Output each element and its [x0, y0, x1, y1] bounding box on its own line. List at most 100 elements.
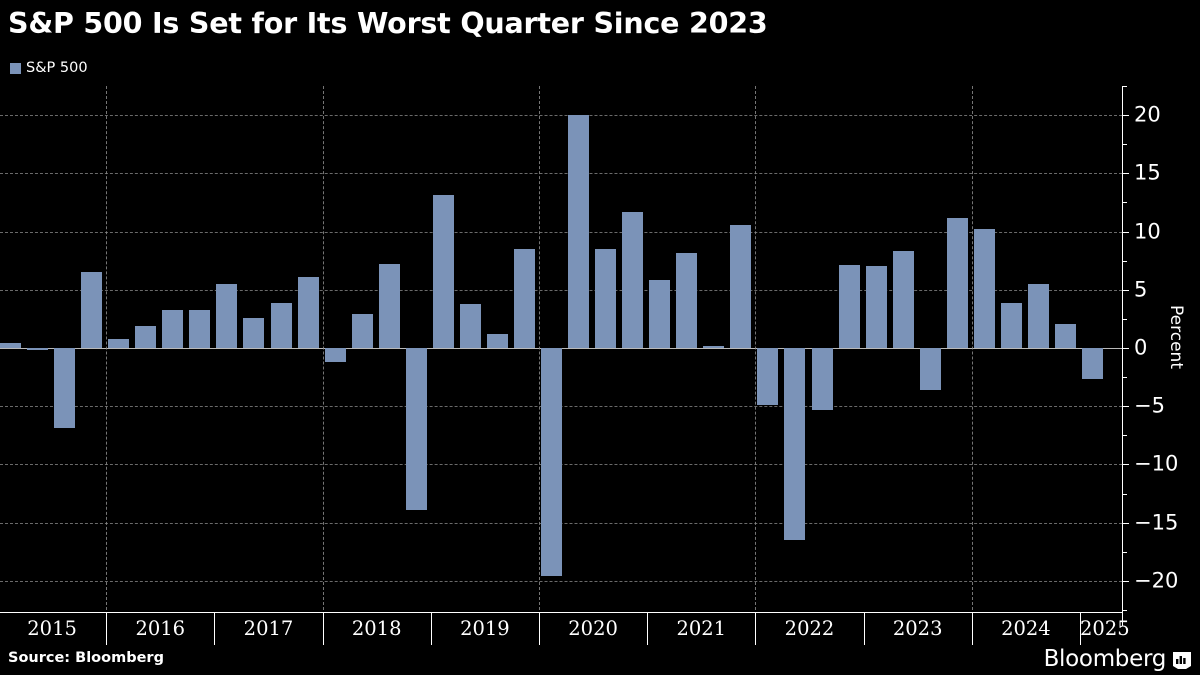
- y-tick-label-10: 10: [1134, 219, 1161, 244]
- y-tick-15: [1122, 173, 1129, 175]
- x-axis-label-2016: 2016: [135, 617, 186, 640]
- bar-2018-q3: [378, 264, 400, 348]
- y-tick--15: [1122, 522, 1129, 524]
- bar-2023-q1: [865, 266, 887, 348]
- bloomberg-terminal-icon: [1173, 652, 1191, 669]
- chart-title: S&P 500 Is Set for Its Worst Quarter Sin…: [8, 7, 768, 40]
- plot-area: [0, 86, 1122, 610]
- y-tick-label-20: 20: [1134, 102, 1161, 127]
- bar-2021-q2: [676, 252, 698, 348]
- x-axis-separator-2017: [214, 613, 216, 645]
- x-axis-line: [0, 612, 1122, 613]
- y-tick-label-0: 0: [1134, 335, 1148, 360]
- y-tick-label--10: −10: [1134, 451, 1179, 476]
- y-tick-5: [1122, 289, 1129, 291]
- x-axis-separator-2025: [1080, 613, 1081, 645]
- bar-2019-q3: [486, 334, 508, 348]
- bar-2017-q4: [297, 276, 319, 348]
- y-tick-minor-17.5: [1122, 144, 1127, 146]
- x-axis-separator-2022: [755, 613, 757, 645]
- gridline-h-20: [0, 115, 1122, 117]
- bar-2024-q1: [973, 229, 995, 348]
- gridline-h-10: [0, 231, 1122, 233]
- y-tick-label-5: 5: [1134, 277, 1148, 302]
- bar-2025-q1: [1082, 348, 1103, 380]
- bar-2016-q2: [135, 325, 157, 348]
- bar-2018-q4: [405, 348, 427, 510]
- bar-2016-q3: [162, 309, 184, 348]
- bar-2015-q4: [81, 272, 103, 348]
- y-tick-minor--7.5: [1122, 435, 1127, 437]
- x-axis-label-2023: 2023: [892, 617, 943, 640]
- bar-2017-q3: [270, 302, 292, 348]
- gridline-h-15: [0, 173, 1122, 175]
- bar-2021-q1: [649, 280, 671, 348]
- y-axis-line: [1122, 86, 1123, 626]
- bar-2020-q2: [568, 115, 590, 348]
- bar-2016-q1: [108, 338, 130, 348]
- x-axis-label-2017: 2017: [243, 617, 294, 640]
- y-tick-minor--22.5: [1122, 610, 1127, 611]
- bar-2022-q4: [838, 265, 860, 348]
- bar-2024-q3: [1027, 283, 1049, 348]
- bar-2019-q1: [432, 195, 454, 348]
- x-axis-separator-2016: [106, 613, 108, 645]
- x-axis-label-2015: 2015: [27, 617, 77, 640]
- y-tick-label--20: −20: [1134, 568, 1179, 593]
- bar-2022-q1: [757, 348, 779, 406]
- y-tick-minor-22.5: [1122, 86, 1127, 87]
- bar-2019-q2: [459, 303, 481, 348]
- bar-2018-q2: [351, 314, 373, 348]
- bar-2022-q3: [811, 348, 833, 410]
- gridline-v-2020: [539, 86, 540, 610]
- x-axis-separator-2019: [430, 613, 432, 645]
- gridline-v-2024: [971, 86, 973, 610]
- chart-legend: S&P 500: [10, 60, 88, 76]
- x-axis-separator-2023: [863, 613, 865, 645]
- y-axis-title: Percent: [1166, 305, 1186, 369]
- y-tick-minor--17.5: [1122, 551, 1127, 553]
- bar-2023-q3: [919, 348, 941, 390]
- x-axis-separator-2018: [322, 613, 324, 645]
- bar-2015-q1: [0, 343, 21, 348]
- bar-series-sp500: [0, 86, 1122, 610]
- x-axis-label-2024: 2024: [1001, 617, 1051, 640]
- y-tick-minor--12.5: [1122, 493, 1127, 495]
- y-tick-20: [1122, 115, 1129, 117]
- bar-2020-q4: [622, 211, 644, 348]
- legend-label-sp500: S&P 500: [26, 60, 88, 76]
- x-axis-label-2021: 2021: [676, 617, 727, 640]
- y-tick-label--15: −15: [1134, 510, 1179, 535]
- y-tick-label--5: −5: [1134, 393, 1165, 418]
- bar-2024-q2: [1000, 302, 1022, 348]
- y-tick--5: [1122, 406, 1129, 408]
- bar-2020-q3: [595, 249, 617, 348]
- legend-swatch-sp500: [10, 62, 21, 74]
- gridline-h--20: [0, 580, 1122, 582]
- bar-2016-q4: [189, 309, 211, 348]
- y-tick-10: [1122, 231, 1129, 233]
- x-axis-label-2020: 2020: [568, 617, 618, 640]
- bar-2020-q1: [541, 348, 562, 577]
- x-axis-separator-2020: [539, 613, 540, 645]
- gridline-v-2018: [322, 86, 324, 610]
- bar-2015-q3: [54, 348, 76, 429]
- y-tick--20: [1122, 580, 1129, 582]
- bar-2015-q2: [27, 348, 49, 351]
- y-tick-minor-12.5: [1122, 202, 1127, 204]
- bar-2023-q4: [946, 217, 968, 348]
- y-tick--10: [1122, 464, 1129, 466]
- x-axis-separator-2021: [647, 613, 649, 645]
- x-axis-label-2019: 2019: [460, 617, 510, 640]
- bar-2023-q2: [892, 251, 914, 348]
- bar-2021-q4: [730, 224, 752, 348]
- bar-2021-q3: [703, 345, 725, 348]
- y-tick-label-15: 15: [1134, 160, 1161, 185]
- x-axis-label-2022: 2022: [784, 617, 835, 640]
- y-tick-0: [1122, 348, 1129, 349]
- source-note: Source: Bloomberg: [8, 650, 164, 666]
- gridline-v-2022: [755, 86, 757, 610]
- y-tick-minor-7.5: [1122, 260, 1127, 262]
- bar-2024-q4: [1054, 323, 1076, 348]
